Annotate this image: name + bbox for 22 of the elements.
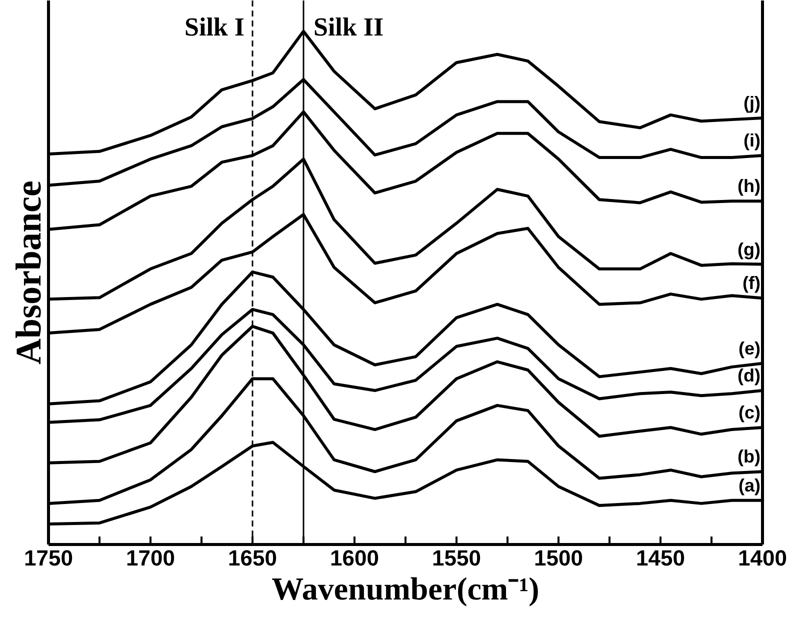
x-tick-label: 1750 — [24, 546, 73, 570]
x-tick-label: 1700 — [126, 546, 175, 570]
series-label: (i) — [744, 130, 761, 150]
ref-line-label: Silk I — [184, 12, 245, 42]
series-label: (e) — [738, 338, 761, 358]
series-label: (a) — [738, 475, 761, 496]
x-tick-label: 1600 — [330, 546, 379, 570]
x-tick-label: 1550 — [432, 546, 481, 570]
series-label: (c) — [738, 402, 761, 422]
series-label: (h) — [738, 176, 761, 196]
series-label: (f) — [742, 273, 761, 294]
ref-line-label: Silk II — [314, 12, 384, 42]
x-tick-label: 1650 — [228, 546, 277, 570]
y-axis-title: Absorbance — [8, 180, 48, 365]
x-axis-title: Wavenumber(cm⁻¹) — [272, 570, 540, 606]
series-label: (j) — [744, 93, 761, 114]
series-label: (d) — [738, 366, 761, 386]
x-tick-label: 1450 — [636, 546, 685, 570]
series-label: (b) — [738, 446, 761, 467]
series-label: (g) — [738, 239, 761, 260]
x-tick-label: 1400 — [738, 546, 787, 570]
x-tick-label: 1500 — [534, 546, 583, 570]
